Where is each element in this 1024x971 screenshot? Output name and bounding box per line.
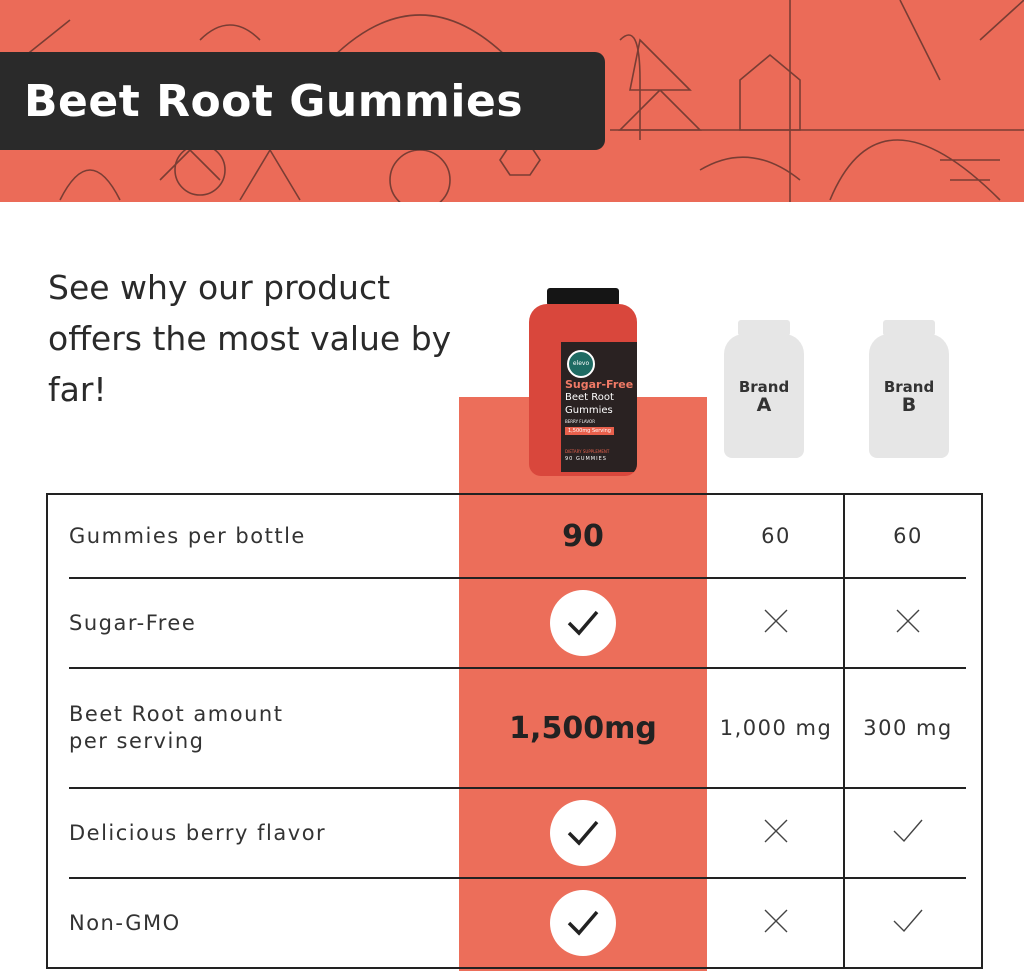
row-divider (69, 877, 966, 879)
brand-a-value (709, 579, 843, 667)
brand-a-bottle: Brand A (724, 320, 804, 458)
cross-icon (763, 908, 789, 939)
label-text: DIETARY SUPPLEMENT (565, 449, 610, 454)
our-product-column (459, 397, 707, 971)
our-product-value (459, 879, 707, 967)
brand-a-value-text: 60 (761, 524, 791, 548)
label-text: 90 GUMMIES (565, 456, 607, 462)
column-divider (843, 493, 845, 969)
brand-label: A (756, 394, 772, 416)
brand-b-value-text: 60 (893, 524, 923, 548)
header-banner: Beet Root Gummies (0, 0, 1024, 202)
row-divider (69, 577, 966, 579)
check-icon (891, 907, 925, 940)
check-icon (550, 800, 616, 866)
row-label: Delicious berry flavor (69, 789, 449, 877)
our-product-value (459, 789, 707, 877)
brand-a-value (709, 879, 843, 967)
cross-icon (895, 608, 921, 639)
check-icon (891, 817, 925, 850)
our-product-value: 1,500mg (459, 669, 707, 787)
brand-b-value (845, 789, 971, 877)
row-label-text: Gummies per bottle (69, 524, 306, 548)
page-title: Beet Root Gummies (24, 75, 524, 127)
row-label-text: Delicious berry flavor (69, 821, 327, 845)
row-label: Sugar-Free (69, 579, 449, 667)
bottle-body: Brand A (724, 334, 804, 458)
brand-b-value: 300 mg (845, 669, 971, 787)
bottle-cap (547, 288, 619, 306)
row-label: Gummies per bottle (69, 495, 449, 577)
brand-a-value (709, 789, 843, 877)
brand-b-value-text: 300 mg (863, 716, 953, 740)
brand-label: Brand (883, 378, 935, 396)
brand-b-value (845, 579, 971, 667)
brand-logo: elevo (567, 350, 595, 378)
brand-b-bottle: Brand B (869, 320, 949, 458)
check-icon (550, 890, 616, 956)
row-label-text: Non-GMO (69, 911, 181, 935)
brand-a-value-text: 1,000 mg (719, 716, 833, 740)
row-label-text: Beet Root amount per serving (69, 702, 284, 753)
bottle-body: Brand B (869, 334, 949, 458)
bottle-cap (883, 320, 935, 336)
product-bottle-image: elevo Sugar-Free Beet Root Gummies BERRY… (527, 288, 639, 476)
label-text: BERRY FLAVOR (565, 419, 595, 424)
row-label-text: Sugar-Free (69, 611, 197, 635)
row-divider (69, 787, 966, 789)
headline: See why our product offers the most valu… (48, 268, 452, 409)
brand-a-value: 60 (709, 495, 843, 577)
bottle-cap (738, 320, 790, 336)
row-label: Beet Root amount per serving (69, 669, 449, 787)
row-divider (69, 667, 966, 669)
cross-icon (763, 818, 789, 849)
label-text: Beet Root (565, 392, 614, 403)
our-product-value: 90 (459, 495, 707, 577)
brand-b-value (845, 879, 971, 967)
row-label: Non-GMO (69, 879, 449, 967)
brand-a-value: 1,000 mg (709, 669, 843, 787)
label-text: 1,500mg Serving (565, 427, 614, 435)
our-product-value-text: 1,500mg (509, 710, 657, 746)
brand-label: Brand (738, 378, 790, 396)
title-box: Beet Root Gummies (0, 52, 605, 150)
comparison-table (46, 493, 983, 969)
cross-icon (763, 608, 789, 639)
our-product-value-text: 90 (562, 518, 604, 554)
our-product-value (459, 579, 707, 667)
decorative-line-pattern (19, 0, 1024, 202)
brand-label: B (901, 394, 917, 416)
label-text: Sugar-Free (565, 378, 634, 391)
brand-b-value: 60 (845, 495, 971, 577)
check-icon (550, 590, 616, 656)
label-text: Gummies (565, 405, 613, 416)
bottle-body: elevo Sugar-Free Beet Root Gummies BERRY… (529, 304, 637, 476)
